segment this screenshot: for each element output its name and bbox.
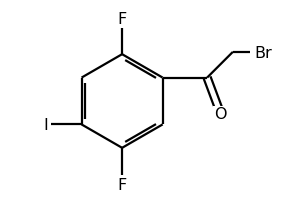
- Text: I: I: [43, 118, 48, 133]
- Text: Br: Br: [255, 46, 272, 61]
- Text: O: O: [214, 107, 226, 122]
- Text: F: F: [118, 12, 127, 27]
- Text: F: F: [118, 178, 127, 193]
